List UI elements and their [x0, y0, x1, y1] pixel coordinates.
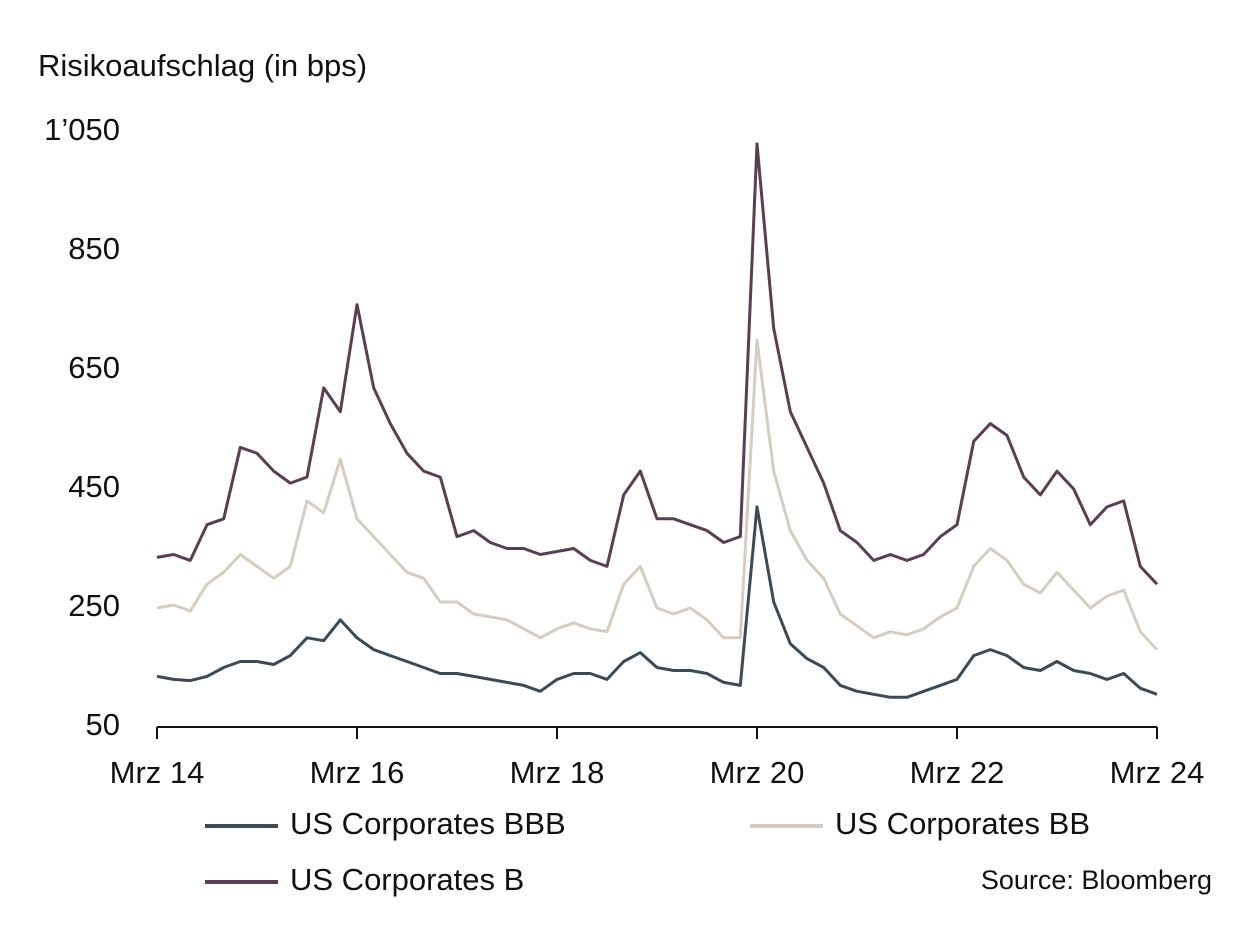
y-axis-label: Risikoaufschlag (in bps): [38, 48, 367, 83]
y-tick-label: 450: [68, 469, 120, 504]
source: Source: Bloomberg: [981, 865, 1212, 895]
y-tick-label: 50: [86, 707, 120, 742]
x-tick-label: Mrz 24: [1110, 755, 1205, 790]
x-tick-label: Mrz 18: [510, 755, 605, 790]
y-tick-label: 1’050: [44, 112, 120, 147]
series-line: [156, 338, 1159, 651]
x-tick-label: Mrz 20: [710, 755, 805, 790]
legend-label: US Corporates BB: [835, 806, 1090, 841]
y-tick-label: 850: [68, 231, 120, 266]
y-tick-label: 650: [68, 350, 120, 385]
x-tick-label: Mrz 14: [110, 755, 205, 790]
x-tick-label: Mrz 16: [310, 755, 405, 790]
legend-label: US Corporates BBB: [290, 806, 566, 841]
series-line: [156, 505, 1158, 699]
legend-label: US Corporates B: [290, 862, 524, 897]
x-tick-label: Mrz 22: [910, 755, 1005, 790]
series-line: [156, 142, 1159, 586]
y-tick-label: 250: [68, 588, 120, 623]
